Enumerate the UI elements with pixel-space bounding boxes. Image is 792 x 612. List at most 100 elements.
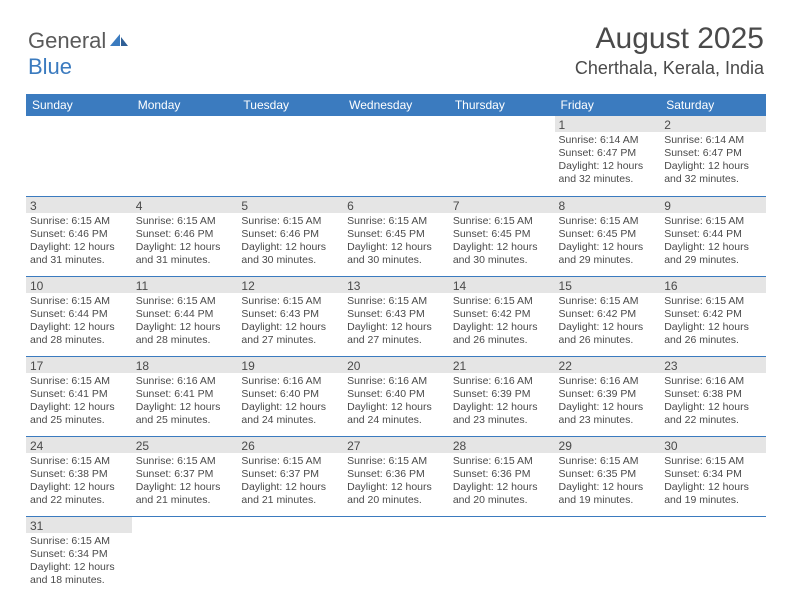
empty-cell [237,116,343,196]
day-number: 4 [132,197,238,213]
logo-blue: Blue [28,54,72,79]
day-details: Sunrise: 6:15 AMSunset: 6:44 PMDaylight:… [26,293,132,350]
day-details: Sunrise: 6:15 AMSunset: 6:46 PMDaylight:… [132,213,238,270]
day-number: 20 [343,357,449,373]
day-cell: 31Sunrise: 6:15 AMSunset: 6:34 PMDayligh… [26,516,132,596]
empty-cell [26,116,132,196]
day-number: 18 [132,357,238,373]
page-header: GeneralBlue August 2025 Cherthala, Keral… [0,0,792,88]
day-cell: 10Sunrise: 6:15 AMSunset: 6:44 PMDayligh… [26,276,132,356]
day-number: 7 [449,197,555,213]
day-cell: 27Sunrise: 6:15 AMSunset: 6:36 PMDayligh… [343,436,449,516]
day-details: Sunrise: 6:15 AMSunset: 6:36 PMDaylight:… [343,453,449,510]
day-cell: 18Sunrise: 6:16 AMSunset: 6:41 PMDayligh… [132,356,238,436]
day-number: 11 [132,277,238,293]
day-cell: 14Sunrise: 6:15 AMSunset: 6:42 PMDayligh… [449,276,555,356]
empty-cell [132,516,238,596]
day-details: Sunrise: 6:15 AMSunset: 6:45 PMDaylight:… [449,213,555,270]
location: Cherthala, Kerala, India [575,58,764,79]
day-number: 25 [132,437,238,453]
day-cell: 2Sunrise: 6:14 AMSunset: 6:47 PMDaylight… [660,116,766,196]
day-number: 6 [343,197,449,213]
title-area: August 2025 Cherthala, Kerala, India [575,22,764,79]
day-details: Sunrise: 6:14 AMSunset: 6:47 PMDaylight:… [555,132,661,189]
logo: GeneralBlue [28,28,130,80]
day-cell: 23Sunrise: 6:16 AMSunset: 6:38 PMDayligh… [660,356,766,436]
day-details: Sunrise: 6:15 AMSunset: 6:41 PMDaylight:… [26,373,132,430]
day-details: Sunrise: 6:15 AMSunset: 6:42 PMDaylight:… [555,293,661,350]
weekday-header: Monday [132,94,238,116]
day-cell: 19Sunrise: 6:16 AMSunset: 6:40 PMDayligh… [237,356,343,436]
weekday-header: Wednesday [343,94,449,116]
empty-cell [555,516,661,596]
day-number: 21 [449,357,555,373]
day-number: 26 [237,437,343,453]
day-cell: 9Sunrise: 6:15 AMSunset: 6:44 PMDaylight… [660,196,766,276]
day-cell: 24Sunrise: 6:15 AMSunset: 6:38 PMDayligh… [26,436,132,516]
day-number: 29 [555,437,661,453]
day-number: 5 [237,197,343,213]
sail-icon [108,28,130,54]
day-details: Sunrise: 6:16 AMSunset: 6:39 PMDaylight:… [449,373,555,430]
day-number: 19 [237,357,343,373]
day-number: 22 [555,357,661,373]
day-details: Sunrise: 6:16 AMSunset: 6:41 PMDaylight:… [132,373,238,430]
day-details: Sunrise: 6:15 AMSunset: 6:37 PMDaylight:… [132,453,238,510]
calendar-row: 31Sunrise: 6:15 AMSunset: 6:34 PMDayligh… [26,516,766,596]
day-cell: 22Sunrise: 6:16 AMSunset: 6:39 PMDayligh… [555,356,661,436]
day-number: 2 [660,116,766,132]
weekday-header: Saturday [660,94,766,116]
calendar-row: 1Sunrise: 6:14 AMSunset: 6:47 PMDaylight… [26,116,766,196]
day-cell: 15Sunrise: 6:15 AMSunset: 6:42 PMDayligh… [555,276,661,356]
day-cell: 6Sunrise: 6:15 AMSunset: 6:45 PMDaylight… [343,196,449,276]
day-cell: 11Sunrise: 6:15 AMSunset: 6:44 PMDayligh… [132,276,238,356]
day-cell: 28Sunrise: 6:15 AMSunset: 6:36 PMDayligh… [449,436,555,516]
day-number: 9 [660,197,766,213]
day-cell: 17Sunrise: 6:15 AMSunset: 6:41 PMDayligh… [26,356,132,436]
empty-cell [343,516,449,596]
empty-cell [660,516,766,596]
day-cell: 7Sunrise: 6:15 AMSunset: 6:45 PMDaylight… [449,196,555,276]
day-details: Sunrise: 6:15 AMSunset: 6:43 PMDaylight:… [343,293,449,350]
empty-cell [237,516,343,596]
day-details: Sunrise: 6:15 AMSunset: 6:38 PMDaylight:… [26,453,132,510]
calendar-row: 10Sunrise: 6:15 AMSunset: 6:44 PMDayligh… [26,276,766,356]
day-cell: 30Sunrise: 6:15 AMSunset: 6:34 PMDayligh… [660,436,766,516]
day-cell: 13Sunrise: 6:15 AMSunset: 6:43 PMDayligh… [343,276,449,356]
day-number: 28 [449,437,555,453]
day-cell: 1Sunrise: 6:14 AMSunset: 6:47 PMDaylight… [555,116,661,196]
empty-cell [449,116,555,196]
day-details: Sunrise: 6:15 AMSunset: 6:35 PMDaylight:… [555,453,661,510]
weekday-header: Thursday [449,94,555,116]
day-cell: 20Sunrise: 6:16 AMSunset: 6:40 PMDayligh… [343,356,449,436]
day-details: Sunrise: 6:16 AMSunset: 6:39 PMDaylight:… [555,373,661,430]
day-details: Sunrise: 6:15 AMSunset: 6:43 PMDaylight:… [237,293,343,350]
day-cell: 4Sunrise: 6:15 AMSunset: 6:46 PMDaylight… [132,196,238,276]
calendar-row: 24Sunrise: 6:15 AMSunset: 6:38 PMDayligh… [26,436,766,516]
empty-cell [343,116,449,196]
day-number: 24 [26,437,132,453]
day-details: Sunrise: 6:16 AMSunset: 6:40 PMDaylight:… [237,373,343,430]
weekday-header: Sunday [26,94,132,116]
day-details: Sunrise: 6:15 AMSunset: 6:36 PMDaylight:… [449,453,555,510]
day-number: 16 [660,277,766,293]
day-details: Sunrise: 6:15 AMSunset: 6:42 PMDaylight:… [449,293,555,350]
day-number: 3 [26,197,132,213]
day-details: Sunrise: 6:15 AMSunset: 6:45 PMDaylight:… [343,213,449,270]
empty-cell [132,116,238,196]
day-number: 30 [660,437,766,453]
day-details: Sunrise: 6:15 AMSunset: 6:34 PMDaylight:… [26,533,132,590]
day-details: Sunrise: 6:15 AMSunset: 6:45 PMDaylight:… [555,213,661,270]
day-number: 23 [660,357,766,373]
day-number: 8 [555,197,661,213]
day-number: 15 [555,277,661,293]
day-details: Sunrise: 6:15 AMSunset: 6:34 PMDaylight:… [660,453,766,510]
month-title: August 2025 [575,22,764,56]
day-number: 10 [26,277,132,293]
day-number: 14 [449,277,555,293]
day-number: 13 [343,277,449,293]
day-cell: 12Sunrise: 6:15 AMSunset: 6:43 PMDayligh… [237,276,343,356]
day-cell: 3Sunrise: 6:15 AMSunset: 6:46 PMDaylight… [26,196,132,276]
day-cell: 21Sunrise: 6:16 AMSunset: 6:39 PMDayligh… [449,356,555,436]
day-details: Sunrise: 6:15 AMSunset: 6:46 PMDaylight:… [237,213,343,270]
